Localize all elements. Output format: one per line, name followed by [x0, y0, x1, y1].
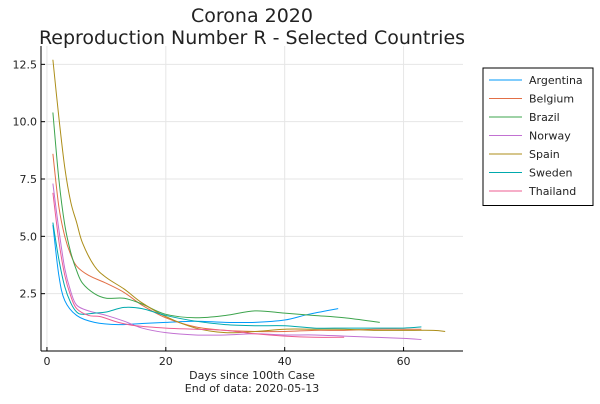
series-line-sweden — [52, 222, 422, 329]
series-line-norway — [52, 183, 422, 341]
legend-label-brazil: Brazil — [529, 111, 560, 124]
legend-label-thailand: Thailand — [528, 185, 576, 198]
chart-subtitle: Reproduction Number R - Selected Countri… — [39, 27, 465, 49]
chart-title: Corona 2020 — [191, 5, 313, 27]
x-tick-label: 0 — [43, 355, 50, 368]
legend-label-spain: Spain — [529, 148, 560, 161]
y-tick-label: 2.5 — [20, 288, 38, 301]
x-tick-label: 20 — [159, 355, 173, 368]
x-axis-note: End of data: 2020-05-13 — [185, 382, 319, 395]
y-tick-label: 5.0 — [20, 230, 38, 243]
legend: Argentina Belgium Brazil Norway Spain Sweden T… — [482, 67, 594, 206]
x-axis-label: Days since 100th Case — [189, 369, 315, 382]
series-line-brazil — [52, 112, 380, 323]
y-tick-label: 10.0 — [13, 116, 38, 129]
series-line-thailand — [52, 192, 345, 338]
y-tick-label: 7.5 — [20, 173, 38, 186]
legend-box — [482, 67, 594, 206]
tick-labels: 0 20 40 60 2.5 5.0 7.5 10.0 12.5 — [13, 58, 411, 368]
legend-label-argentina: Argentina — [529, 74, 583, 87]
legend-label-belgium: Belgium — [529, 93, 574, 106]
legend-label-norway: Norway — [529, 130, 571, 143]
series-lines — [52, 59, 446, 341]
series-line-belgium — [52, 153, 422, 333]
axes — [40, 46, 463, 352]
x-tick-label: 60 — [397, 355, 411, 368]
series-line-spain — [52, 59, 446, 334]
x-tick-label: 40 — [278, 355, 292, 368]
grid — [41, 46, 463, 351]
y-tick-label: 12.5 — [13, 58, 38, 71]
legend-label-sweden: Sweden — [529, 167, 572, 180]
series-line-argentina — [52, 224, 339, 326]
